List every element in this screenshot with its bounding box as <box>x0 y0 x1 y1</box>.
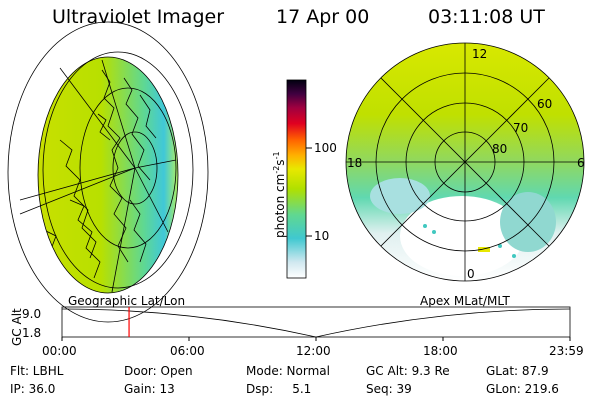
meridian-line <box>19 167 136 215</box>
geographic-title: Geographic Lat/Lon <box>68 294 186 308</box>
seq-info: Seq: 39 <box>366 382 412 396</box>
colorbar-tick-label-100: 100 <box>314 141 337 155</box>
glat-info: GLat: 87.9 <box>486 364 549 378</box>
date-label: 17 Apr 00 <box>276 6 370 28</box>
gain-info: Gain: 13 <box>124 382 175 396</box>
dsp-info: Dsp: 5.1 <box>246 382 312 396</box>
colorbar-tick-label-10: 10 <box>314 229 330 243</box>
earth-disk <box>37 56 179 294</box>
app-title: Ultraviolet Imager <box>52 6 225 28</box>
mlt-label-6: 6 <box>577 156 585 170</box>
altitude-curve <box>61 308 571 338</box>
meridian-line <box>101 59 136 169</box>
ip-info: IP: 36.0 <box>10 382 56 396</box>
meridian-line <box>134 167 169 233</box>
meridian-line <box>111 167 136 293</box>
mlt-diagonal <box>380 77 550 247</box>
mlt-label-12: 12 <box>472 47 488 61</box>
lat-label-80: 80 <box>492 142 508 156</box>
auroral-gap <box>400 196 524 276</box>
y-tick-9: 9.0 <box>22 307 42 321</box>
coastline <box>69 199 101 279</box>
x-tick-label-1200: 12:00 <box>296 344 331 358</box>
x-tick-label-0000: 00:00 <box>42 344 77 358</box>
mlt-label-18: 18 <box>347 156 363 170</box>
bright-spot <box>478 247 490 252</box>
lat-label-70: 70 <box>513 121 529 135</box>
meridian-line <box>59 67 136 169</box>
x-tick-label-2359: 23:59 <box>549 344 584 358</box>
time-label: 03:11:08 UT <box>428 6 545 28</box>
mlt-label-0: 0 <box>467 267 475 281</box>
door-info: Door: Open <box>124 364 193 378</box>
x-tick-label-0600: 06:00 <box>170 344 205 358</box>
latitude-circle <box>79 87 177 249</box>
coastline <box>123 77 151 181</box>
filter-info: Flt: LBHL <box>10 364 64 378</box>
coastline <box>129 199 147 263</box>
glon-info: GLon: 219.6 <box>486 382 559 396</box>
auroral-patch <box>370 178 430 214</box>
gc-alt-info: GC Alt: 9.3 Re <box>366 364 450 378</box>
latitude-circle <box>7 21 209 323</box>
coastline <box>59 139 97 259</box>
y-tick-1-8: 1.8 <box>22 326 42 340</box>
coastline <box>139 94 157 139</box>
latitude-circle <box>42 51 194 289</box>
colorbar-gradient <box>286 79 307 279</box>
meridian-line <box>134 159 177 169</box>
apex-title: Apex MLat/MLT <box>420 294 510 308</box>
meridian-line <box>19 167 136 201</box>
mode-info: Mode: Normal <box>246 364 330 378</box>
latitude-circle <box>112 131 158 205</box>
lat-label-60: 60 <box>537 97 553 111</box>
x-tick-label-1800: 18:00 <box>423 344 458 358</box>
